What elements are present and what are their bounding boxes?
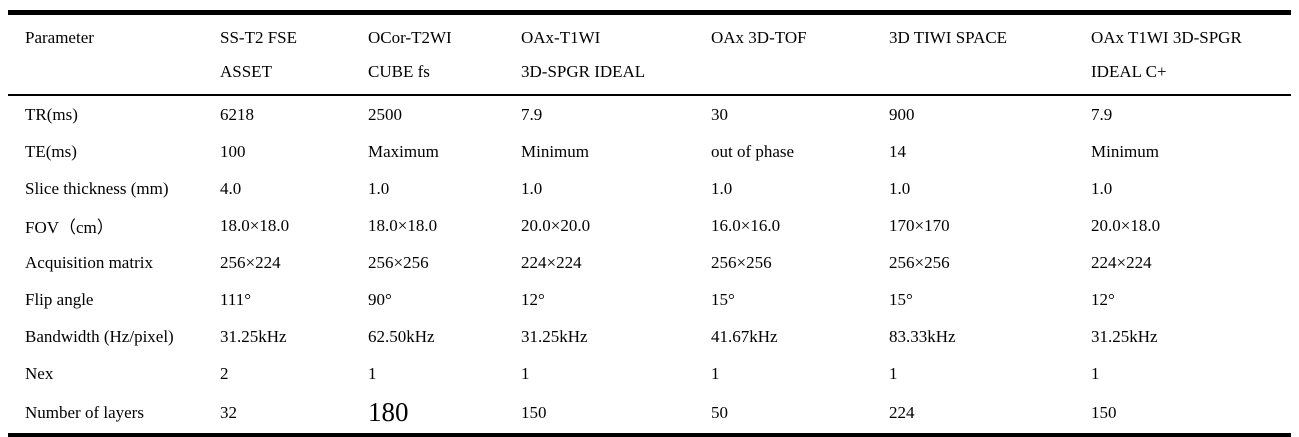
table-cell: 1.0 [521, 178, 543, 198]
table-cell: Minimum [1091, 141, 1160, 161]
column-header-ss-t2-fse-asset: SS-T2 FSE ASSET [203, 13, 351, 96]
table-cell: 150 [1091, 402, 1117, 422]
table-cell: 1 [1091, 363, 1100, 383]
row-label: Nex [25, 363, 54, 383]
table-cell: 7.9 [521, 104, 543, 124]
row-label: Flip angle [25, 289, 94, 309]
table-cell: 41.67kHz [711, 326, 778, 346]
column-header-line2: IDEAL C+ [1091, 62, 1167, 81]
row-label: FOV（cm） [25, 218, 114, 237]
column-header-line1: OAx 3D-TOF [711, 28, 807, 47]
table-cell: 20.0×18.0 [1091, 215, 1161, 235]
table-cell: 30 [711, 104, 728, 124]
table-cell: 256×256 [711, 252, 772, 272]
table-cell: 224×224 [521, 252, 582, 272]
column-header-line1: OAx T1WI 3D-SPGR [1091, 28, 1242, 47]
table-cell: 15° [711, 289, 735, 309]
table-cell: 1.0 [711, 178, 733, 198]
table-cell: 90° [368, 289, 392, 309]
table-cell: 100 [220, 141, 246, 161]
table-cell: 20.0×20.0 [521, 215, 591, 235]
table-cell: 150 [521, 402, 547, 422]
column-header-line1: Parameter [25, 28, 94, 47]
table-cell: 31.25kHz [521, 326, 588, 346]
table-cell: 1 [889, 363, 898, 383]
table-cell: 6218 [220, 104, 254, 124]
table-cell-emphasized: 180 [368, 397, 409, 427]
table-cell: 32 [220, 402, 237, 422]
table-cell: 31.25kHz [220, 326, 287, 346]
table-cell: 12° [521, 289, 545, 309]
table-cell: 1.0 [889, 178, 911, 198]
table-cell: 18.0×18.0 [220, 215, 290, 235]
table-cell: 256×256 [889, 252, 950, 272]
column-header-parameter: Parameter [8, 13, 203, 96]
column-header-line2: CUBE fs [368, 62, 430, 81]
table-cell: Minimum [521, 141, 590, 161]
table-cell: 1.0 [368, 178, 390, 198]
table-cell: 900 [889, 104, 915, 124]
row-label: Slice thickness (mm) [25, 178, 169, 198]
table-cell: 1 [521, 363, 530, 383]
column-header-line1: OCor-T2WI [368, 28, 452, 47]
table-row-nex: Nex 2 1 1 1 1 1 [8, 355, 1291, 392]
table-cell: Maximum [368, 141, 439, 161]
row-label: TR(ms) [25, 104, 78, 124]
table-cell: 224×224 [1091, 252, 1152, 272]
table-row-number-of-layers: Number of layers 32 180 150 50 224 150 [8, 392, 1291, 436]
column-header-line2: 3D-SPGR IDEAL [521, 62, 646, 81]
table-cell: 2 [220, 363, 229, 383]
table-cell: 1 [711, 363, 720, 383]
table-row-acquisition-matrix: Acquisition matrix 256×224 256×256 224×2… [8, 244, 1291, 281]
row-label: Number of layers [25, 402, 144, 422]
column-header-line2 [25, 55, 203, 89]
table-cell: 62.50kHz [368, 326, 435, 346]
table-cell: 83.33kHz [889, 326, 956, 346]
column-header-line2 [889, 55, 1074, 89]
table-cell: out of phase [711, 141, 795, 161]
table-row-bandwidth: Bandwidth (Hz/pixel) 31.25kHz 62.50kHz 3… [8, 318, 1291, 355]
table-cell: 256×224 [220, 252, 281, 272]
table-header: Parameter SS-T2 FSE ASSET OCor-T2WI CUBE… [8, 13, 1291, 96]
table-row-te-ms: TE(ms) 100 Maximum Minimum out of phase … [8, 133, 1291, 170]
table-cell: 50 [711, 402, 728, 422]
table-body: TR(ms) 6218 2500 7.9 30 900 7.9 TE(ms) 1… [8, 95, 1291, 436]
column-header-oax-t1wi-3d-spgr-ideal-c: OAx T1WI 3D-SPGR IDEAL C+ [1074, 13, 1291, 96]
table-cell: 15° [889, 289, 913, 309]
table-row-slice-thickness: Slice thickness (mm) 4.0 1.0 1.0 1.0 1.0… [8, 170, 1291, 207]
table-cell: 31.25kHz [1091, 326, 1158, 346]
table-row-flip-angle: Flip angle 111° 90° 12° 15° 15° 12° [8, 281, 1291, 318]
table-cell: 12° [1091, 289, 1115, 309]
table-cell: 14 [889, 141, 906, 161]
column-header-ocor-t2wi-cube-fs: OCor-T2WI CUBE fs [351, 13, 504, 96]
row-label: TE(ms) [25, 141, 77, 161]
mri-parameters-table: Parameter SS-T2 FSE ASSET OCor-T2WI CUBE… [8, 10, 1291, 437]
table-cell: 224 [889, 402, 915, 422]
header-row: Parameter SS-T2 FSE ASSET OCor-T2WI CUBE… [8, 13, 1291, 96]
table-cell: 111° [220, 289, 252, 309]
column-header-line2: ASSET [220, 62, 272, 81]
table-cell: 1.0 [1091, 178, 1113, 198]
table-cell: 7.9 [1091, 104, 1113, 124]
column-header-line1: 3D TIWI SPACE [889, 28, 1008, 47]
row-label: Acquisition matrix [25, 252, 153, 272]
row-label: Bandwidth (Hz/pixel) [25, 326, 174, 346]
column-header-line1: OAx-T1WI [521, 28, 601, 47]
column-header-3d-tiwi-space: 3D TIWI SPACE [872, 13, 1074, 96]
table-row-tr-ms: TR(ms) 6218 2500 7.9 30 900 7.9 [8, 95, 1291, 133]
table-cell: 256×256 [368, 252, 429, 272]
table-cell: 1 [368, 363, 377, 383]
table-cell: 4.0 [220, 178, 242, 198]
column-header-oax-3d-tof: OAx 3D-TOF [694, 13, 872, 96]
column-header-oax-t1wi-3d-spgr-ideal: OAx-T1WI 3D-SPGR IDEAL [504, 13, 694, 96]
column-header-line2 [711, 55, 872, 89]
table-cell: 18.0×18.0 [368, 215, 438, 235]
table-cell: 16.0×16.0 [711, 215, 781, 235]
column-header-line1: SS-T2 FSE [220, 28, 297, 47]
table-row-fov: FOV（cm） 18.0×18.0 18.0×18.0 20.0×20.0 16… [8, 207, 1291, 244]
table-cell: 170×170 [889, 215, 950, 235]
table-cell: 2500 [368, 104, 402, 124]
